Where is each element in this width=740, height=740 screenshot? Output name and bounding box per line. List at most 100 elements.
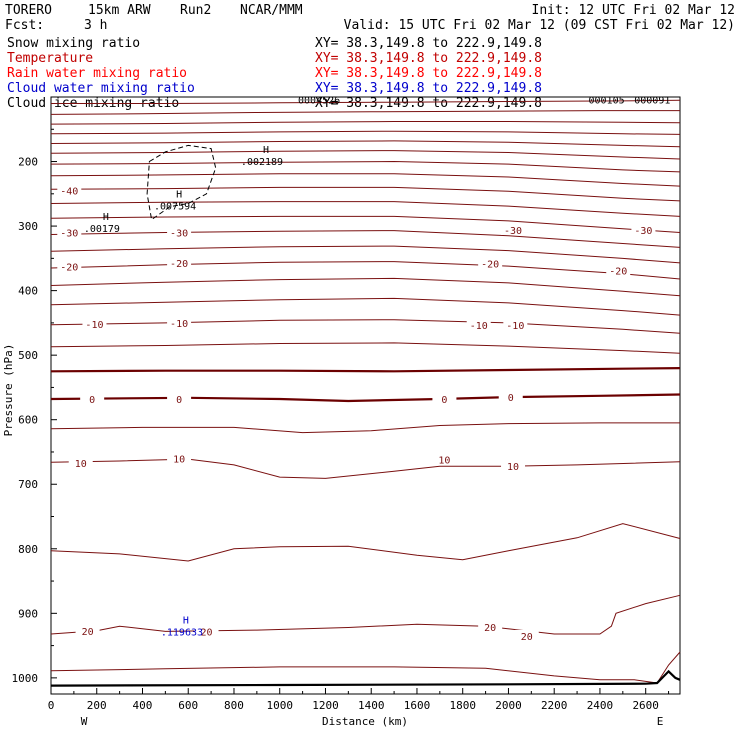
fcst-label: Fcst:: [5, 18, 44, 33]
contour-label-bg-18: [167, 452, 192, 464]
x-tick-label-2400: 2400: [587, 699, 614, 712]
contour-label-bg-7: [478, 257, 503, 269]
x-axis-label: Distance (km): [322, 715, 408, 728]
y-tick-label-600: 600: [18, 414, 38, 427]
y-axis-label: Pressure (hPa): [2, 344, 15, 437]
temperature-contour-23: [50, 594, 681, 635]
contour-label-bg-14: [167, 393, 192, 405]
x-tick-label-600: 600: [178, 699, 198, 712]
temperature-contour-8: [50, 186, 681, 202]
x-axis-east-label: E: [657, 715, 664, 728]
temperature-contour-14: [50, 277, 681, 297]
temperature-contour-4: [50, 140, 681, 148]
marker-value-1: .007594: [154, 201, 196, 212]
field-xy-temperature: XY= 38.3,149.8 to 222.9,149.8: [315, 51, 542, 66]
temperature-contour-11: [50, 230, 681, 248]
x-tick-label-2200: 2200: [541, 699, 568, 712]
model-run: Run2: [180, 3, 211, 18]
contour-label-20: 10: [507, 462, 519, 473]
x-tick-label-2000: 2000: [495, 699, 522, 712]
model-name: TORERO: [5, 3, 52, 18]
model-resolution: 15km ARW: [88, 3, 151, 18]
temperature-contour-3: [50, 130, 681, 135]
contour-label-23: 20: [484, 623, 496, 634]
y-tick-label-300: 300: [18, 220, 38, 233]
contour-label-bg-9: [82, 318, 107, 330]
init-time: Init: 12 UTC Fri 02 Mar 12: [532, 3, 736, 18]
y-tick-label-800: 800: [18, 543, 38, 556]
contour-label-bg-17: [68, 456, 93, 468]
contour-label-bg-1: [57, 226, 82, 238]
temperature-contour-16: [50, 319, 681, 334]
top-value-1: 000105: [589, 96, 625, 107]
y-tick-label-500: 500: [18, 349, 38, 362]
contour-label-bg-2: [167, 226, 192, 238]
field-xy-cloud-ice: XY= 38.3,149.8 to 222.9,149.8: [315, 96, 542, 111]
field-legend: Snow mixing ratio XY= 38.3,149.8 to 222.…: [7, 36, 542, 111]
contour-label-bg-3: [501, 223, 526, 235]
temperature-contour-22: [50, 523, 681, 562]
contour-label-bg-11: [466, 318, 491, 330]
x-tick-label-1000: 1000: [266, 699, 293, 712]
contour-label-bg-10: [167, 316, 192, 328]
contour-label-15: 0: [441, 395, 447, 406]
contour-label-bg-23: [478, 620, 503, 632]
temperature-contour-18: [50, 367, 681, 373]
temperature-contour-10: [50, 215, 681, 233]
contour-label-4: -30: [634, 226, 652, 237]
marker-high-0: H: [263, 145, 269, 156]
contour-label-bg-20: [501, 460, 526, 472]
y-tick-label-400: 400: [18, 285, 38, 298]
cloud-ice-outline: [146, 144, 217, 221]
contour-label-bg-21: [75, 624, 100, 636]
field-xy-rain: XY= 38.3,149.8 to 222.9,149.8: [315, 66, 542, 81]
terrain-line: [50, 669, 681, 687]
top-value-0: 0004526: [298, 96, 340, 107]
temperature-contour-2: [50, 121, 681, 125]
contour-label-9: -10: [85, 320, 103, 331]
contour-label-22: 20: [201, 627, 213, 638]
contour-label-10: -10: [170, 319, 188, 330]
contour-label-bg-8: [606, 264, 631, 276]
contour-label-bg-13: [80, 393, 105, 405]
temperature-contour-12: [50, 245, 681, 264]
contour-label-17: 10: [75, 459, 87, 470]
temperature-contour-21: [50, 458, 681, 479]
temperature-contour-15: [50, 297, 681, 316]
x-tick-label-0: 0: [48, 699, 55, 712]
temperature-contour-1: [50, 110, 680, 115]
temperature-contour-19: [50, 393, 681, 403]
top-value-2: 000091: [634, 96, 670, 107]
temperature-contour-7: [50, 173, 681, 187]
contour-label-11: -10: [470, 321, 488, 332]
contour-label-14: 0: [176, 395, 182, 406]
field-name-snow: Snow mixing ratio: [7, 36, 140, 51]
contour-label-bg-15: [432, 393, 457, 405]
x-tick-label-200: 200: [87, 699, 107, 712]
x-tick-label-1600: 1600: [404, 699, 431, 712]
temperature-contours: [50, 99, 681, 684]
contour-label-bg-22: [194, 625, 219, 637]
model-org: NCAR/MMM: [240, 3, 303, 18]
x-tick-label-1800: 1800: [449, 699, 476, 712]
field-name-temperature: Temperature: [7, 51, 93, 66]
field-name-cloud-water: Cloud water mixing ratio: [7, 81, 195, 96]
field-name-rain: Rain water mixing ratio: [7, 66, 187, 81]
terrain: [50, 669, 681, 687]
x-tick-label-400: 400: [133, 699, 153, 712]
fcst-value: 3 h: [84, 18, 107, 33]
x-tick-label-800: 800: [224, 699, 244, 712]
contour-label-19: 10: [438, 456, 450, 467]
contour-label-bg-4: [631, 223, 656, 235]
contour-label-6: -20: [170, 259, 188, 270]
y-tick-label-1000: 1000: [12, 672, 39, 685]
marker-high-3: H: [183, 615, 189, 626]
x-tick-label-1400: 1400: [358, 699, 385, 712]
y-axis: 200 300 400 500 600 700 800 900 1000: [12, 128, 57, 685]
cloud-ice-contour: [146, 144, 217, 221]
temperature-contour-20: [50, 422, 680, 434]
temperature-contour-17: [50, 342, 681, 354]
x-axis-west-label: W: [81, 715, 88, 728]
